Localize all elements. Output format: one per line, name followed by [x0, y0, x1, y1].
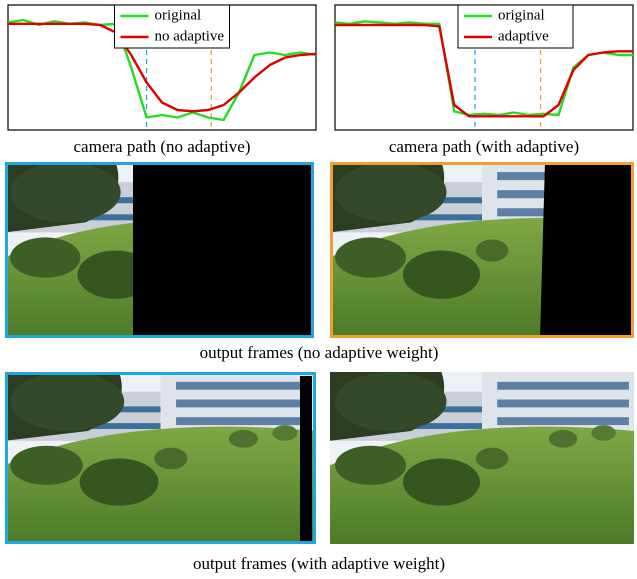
chart-title: camera path (no adaptive)	[74, 137, 251, 156]
output-frame	[330, 162, 634, 338]
output-frame	[5, 372, 316, 544]
legend-label: original	[498, 7, 545, 23]
legend-label: adaptive	[498, 28, 549, 44]
chart: original adaptive camera path (with adapti…	[335, 5, 633, 156]
caption: output frames (with adaptive weight)	[193, 554, 445, 573]
legend-label: original	[155, 7, 202, 23]
chart: original no adaptive camera path (no adapt…	[8, 5, 316, 156]
figure: output frames (no adaptive weight) outpu…	[0, 0, 637, 579]
output-frame	[5, 162, 314, 338]
output-frame	[330, 372, 634, 544]
chart-title: camera path (with adaptive)	[389, 137, 579, 156]
legend-label: no adaptive	[155, 28, 225, 44]
caption: output frames (no adaptive weight)	[200, 343, 439, 362]
